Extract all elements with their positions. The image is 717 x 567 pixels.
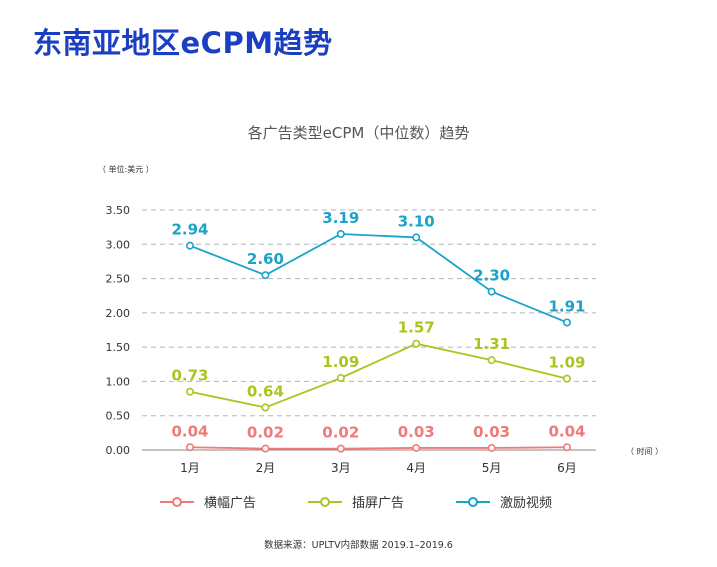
legend-label: 横幅广告	[204, 496, 257, 511]
legend-item: 激励视频	[456, 492, 552, 511]
data-label: 0.03	[398, 423, 435, 441]
chart-title: 各广告类型eCPM（中位数）趋势	[247, 124, 470, 142]
data-label: 0.02	[322, 424, 359, 442]
y-axis-unit-label: （ 单位:美元 ）	[98, 164, 154, 174]
data-point	[186, 443, 195, 452]
x-tick-label: 6月	[557, 461, 577, 475]
y-tick-label: 1.50	[106, 341, 131, 354]
y-tick-label: 2.00	[106, 307, 131, 320]
data-point	[261, 271, 270, 280]
data-label: 0.73	[171, 367, 208, 385]
data-point	[487, 356, 496, 365]
legend-item: 插屏广告	[308, 492, 404, 511]
data-label: 3.10	[398, 212, 435, 230]
data-point	[336, 230, 345, 239]
data-label: 2.30	[473, 267, 510, 285]
data-point	[562, 318, 571, 327]
data-label: 0.02	[247, 424, 284, 442]
data-point	[261, 403, 270, 412]
data-label: 1.09	[322, 353, 359, 371]
data-label: 0.64	[247, 382, 284, 400]
data-label: 3.19	[322, 209, 359, 227]
data-label: 2.94	[171, 221, 208, 239]
data-point	[336, 444, 345, 453]
data-label: 1.09	[548, 354, 585, 372]
series-line	[189, 233, 568, 324]
data-label: 0.03	[473, 423, 510, 441]
legend-swatch	[456, 496, 491, 507]
data-point	[412, 443, 421, 452]
y-tick-label: 0.00	[106, 444, 131, 457]
data-label: 1.57	[398, 319, 435, 337]
x-tick-label: 3月	[331, 461, 351, 475]
data-label: 0.04	[548, 422, 585, 440]
legend-item: 横幅广告	[160, 492, 256, 511]
data-point	[487, 443, 496, 452]
data-point	[186, 241, 195, 250]
page-title: 东南亚地区eCPM趋势	[33, 26, 333, 60]
y-tick-label: 3.50	[106, 204, 131, 217]
y-tick-label: 1.00	[106, 375, 131, 388]
x-tick-label: 5月	[482, 461, 502, 475]
legend-label: 插屏广告	[352, 496, 405, 511]
y-tick-label: 3.00	[106, 238, 131, 251]
y-tick-label: 2.50	[106, 273, 131, 286]
data-point	[412, 233, 421, 242]
x-tick-label: 4月	[406, 461, 426, 475]
data-point	[412, 339, 421, 348]
legend-swatch	[308, 496, 343, 507]
data-label: 0.04	[171, 422, 208, 440]
data-point	[336, 373, 345, 382]
series-line	[189, 446, 568, 450]
data-label: 2.60	[247, 250, 284, 268]
series-line	[189, 342, 568, 409]
data-point	[261, 444, 270, 453]
x-axis-unit-label: （ 时间 ）	[626, 446, 663, 456]
legend: 横幅广告 插屏广告 激励视频	[160, 492, 604, 511]
data-point	[186, 387, 195, 396]
legend-swatch	[160, 496, 194, 507]
legend-label: 激励视频	[500, 496, 553, 511]
data-label: 1.91	[548, 297, 585, 315]
x-tick-label: 2月	[256, 461, 276, 475]
data-point	[562, 374, 571, 383]
data-label: 1.31	[473, 335, 510, 353]
data-source-note: 数据来源：UPLTV内部数据 2019.1–2019.6	[264, 540, 453, 551]
y-tick-label: 0.50	[106, 410, 131, 423]
data-point	[562, 443, 571, 452]
data-point	[487, 287, 496, 296]
x-tick-label: 1月	[180, 461, 200, 475]
